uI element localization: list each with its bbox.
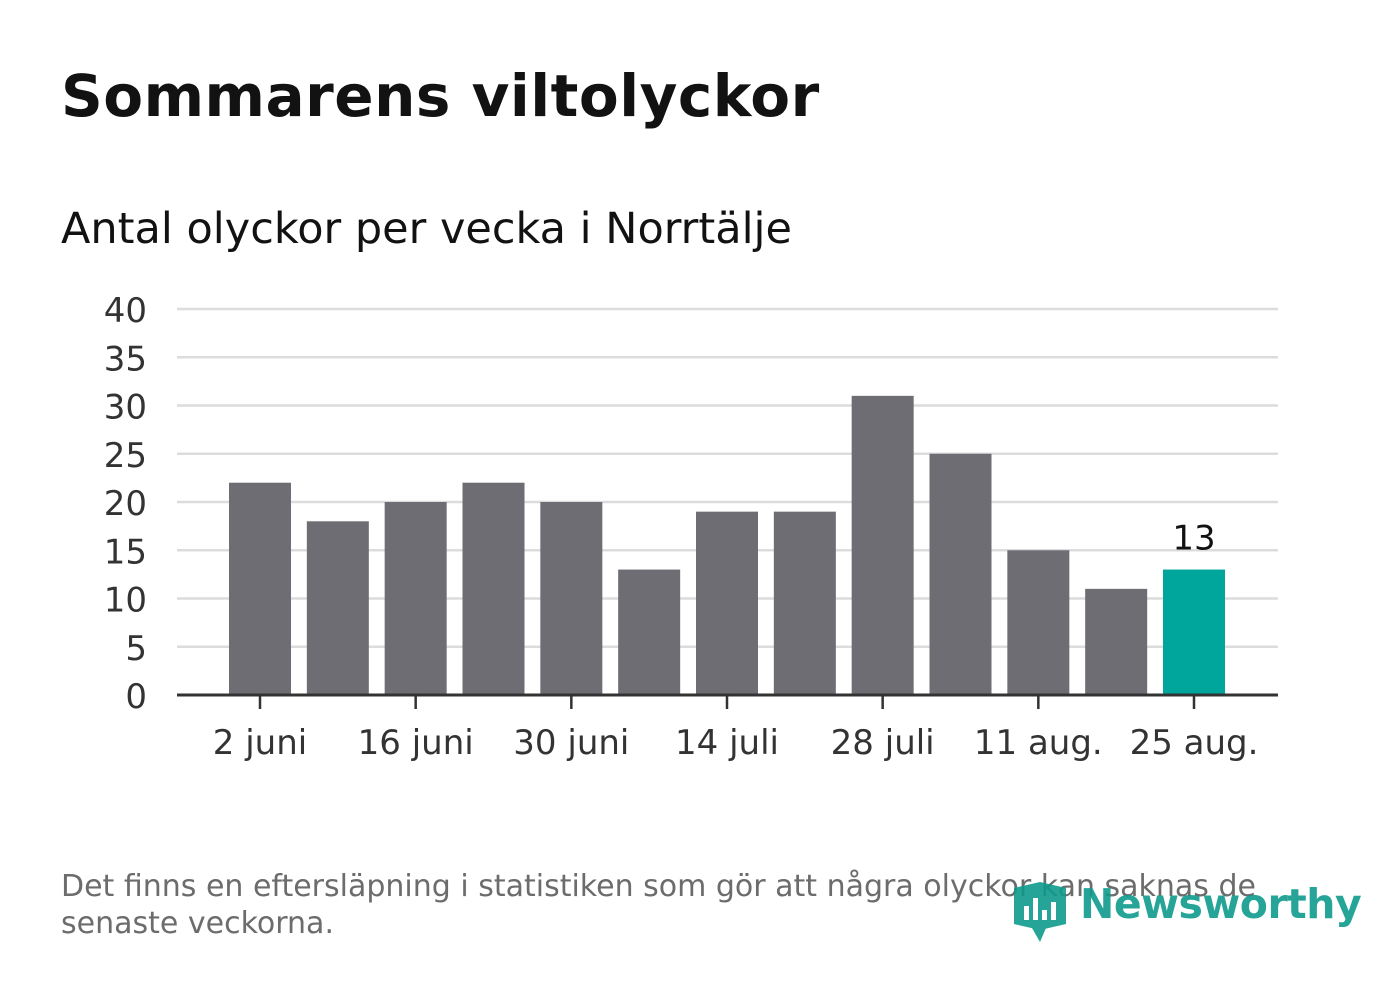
y-tick-label: 30 bbox=[104, 388, 147, 428]
y-tick-label: 10 bbox=[104, 581, 147, 621]
bar-chart: 0 5 10 15 20 25 30 35 40 13 2 juni 16 juni 30 juni 14… bbox=[104, 291, 1278, 763]
x-tick-label: 14 juli bbox=[675, 723, 779, 763]
x-tick-label: 2 juni bbox=[213, 723, 307, 763]
bar bbox=[1085, 588, 1148, 695]
newsworthy-logo-text: Newsworthy bbox=[1080, 880, 1362, 928]
chart-subtitle: Antal olyckor per vecka i Norrtälje bbox=[61, 204, 792, 254]
y-tick-label: 35 bbox=[104, 339, 147, 379]
x-tick-label: 11 aug. bbox=[974, 723, 1103, 763]
y-tick-label: 15 bbox=[104, 532, 147, 572]
bar bbox=[229, 482, 291, 695]
x-tick-label: 28 juli bbox=[831, 723, 935, 763]
y-tick-label: 5 bbox=[125, 629, 147, 669]
bar bbox=[306, 521, 369, 695]
x-tick-label: 30 juni bbox=[513, 723, 629, 763]
bar bbox=[929, 453, 992, 695]
bar bbox=[384, 502, 447, 695]
bar bbox=[1007, 550, 1070, 695]
bar bbox=[618, 569, 681, 695]
bar bbox=[851, 395, 914, 695]
bar bbox=[696, 511, 758, 695]
y-tick-label: 40 bbox=[104, 291, 147, 331]
y-tick-label: 25 bbox=[104, 436, 147, 476]
y-tick-label: 20 bbox=[104, 484, 147, 524]
newsworthy-logo: Newsworthy bbox=[1010, 878, 1362, 944]
bar bbox=[462, 482, 525, 695]
bar bbox=[540, 502, 603, 695]
highlighted-bar bbox=[1163, 569, 1225, 695]
bar bbox=[773, 511, 836, 695]
y-tick-label: 0 bbox=[125, 677, 147, 717]
x-tick-label: 25 aug. bbox=[1130, 723, 1259, 763]
bar-data-label: 13 bbox=[1172, 519, 1215, 559]
chart-title: Sommarens viltolyckor bbox=[61, 62, 820, 130]
newsworthy-logo-icon bbox=[1014, 882, 1066, 942]
x-tick-label: 16 juni bbox=[358, 723, 474, 763]
